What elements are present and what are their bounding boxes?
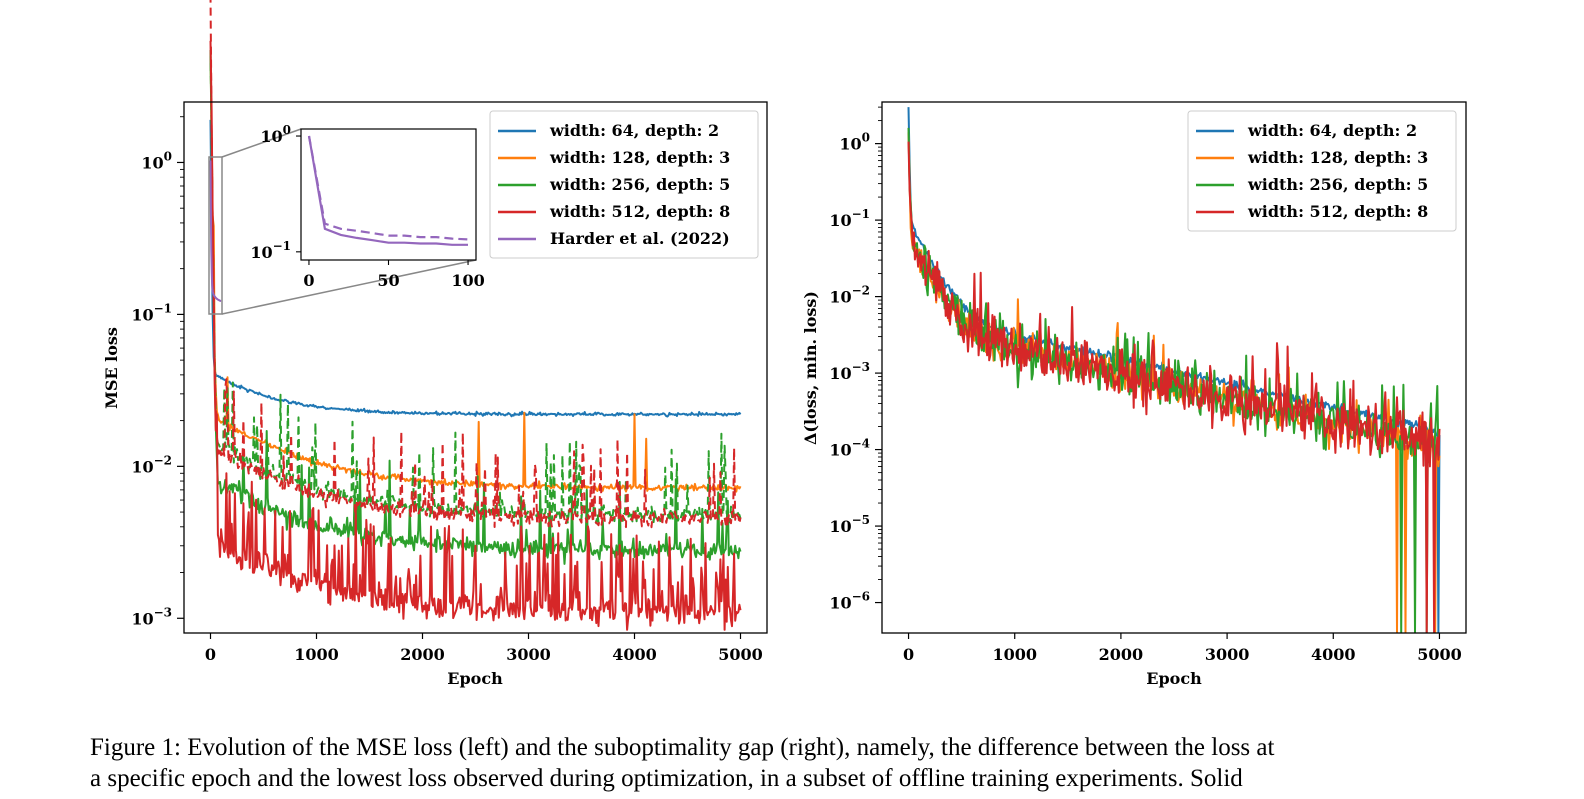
left-axes-frame [183,101,768,634]
right-chart: 0 1000 2000 3000 4000 5000 100 10−1 10−2 10−3 10−… [801,101,1467,688]
y-tick-label: 10−1 [131,301,172,324]
inset-y-tick-label: 10−1 [250,239,291,262]
zoom-connector-top [221,128,302,158]
y-tick-label: 10−4 [829,437,870,460]
x-tick-label: 4000 [612,645,657,664]
right-legend: width: 64, depth: 2 width: 128, depth: 3 w… [1187,110,1457,232]
series-line-green [907,127,1440,634]
y-tick-label: 10−2 [131,453,172,476]
inset-x-ticks: 0 50 100 [303,260,485,290]
series-line-blue [209,119,742,418]
legend-entry: width: 64, depth: 2 [549,121,719,140]
inset-x-tick-label: 100 [451,271,484,290]
x-tick-label: 3000 [1205,645,1250,664]
figure-caption: Figure 1: Evolution of the MSE loss (lef… [90,732,1490,794]
caption-line-2: a specific epoch and the lowest loss obs… [90,765,1243,792]
right-axes-frame [881,101,1467,634]
inset-frame [300,128,477,261]
left-x-ticks: 0 1000 2000 3000 4000 5000 [205,633,763,664]
inset-line-solid [307,135,468,246]
caption-line-1: Figure 1: Evolution of the MSE loss (lef… [90,734,1275,761]
inset-chart: 0 50 100 100 10−1 [250,123,484,290]
left-legend: width: 64, depth: 2 width: 128, depth: 3 w… [489,110,759,259]
right-series-layer [907,107,1441,634]
x-tick-label: 0 [903,645,914,664]
y-tick-label: 10−3 [131,605,172,628]
zoom-region-box [208,156,223,315]
legend-entry: width: 128, depth: 3 [549,148,730,167]
series-line-harder [209,160,222,302]
right-x-axis-label: Epoch [1146,669,1202,688]
y-tick-label: 10−2 [829,284,870,307]
left-x-axis-label: Epoch [447,669,503,688]
legend-entry: width: 64, depth: 2 [1247,121,1417,140]
x-tick-label: 5000 [1417,645,1462,664]
series-line-red-dashed [209,0,742,529]
y-tick-label: 10−6 [829,590,870,613]
right-x-ticks: 0 1000 2000 3000 4000 5000 [903,633,1462,664]
left-y-axis-label: MSE loss [102,327,121,409]
x-tick-label: 2000 [400,645,445,664]
inset-x-tick-label: 0 [303,271,314,290]
legend-entry: width: 256, depth: 5 [1247,175,1428,194]
right-y-ticks: 100 10−1 10−2 10−3 10−4 10−5 10−6 [829,106,882,613]
left-series-layer [209,0,742,631]
series-line-red [209,40,742,631]
x-tick-label: 1000 [992,645,1037,664]
legend-entry: Harder et al. (2022) [550,229,730,248]
x-tick-label: 5000 [718,645,763,664]
x-tick-label: 4000 [1311,645,1356,664]
zoom-connector-bottom [221,259,477,315]
legend-frame [1187,110,1457,232]
y-tick-label: 100 [839,131,870,154]
y-tick-label: 10−1 [829,207,870,230]
x-tick-label: 0 [205,645,216,664]
legend-entry: width: 512, depth: 8 [1247,202,1428,221]
right-y-axis-label: Δ(loss, min. loss) [801,291,820,445]
series-line-red [907,141,1441,634]
legend-frame [489,110,759,259]
left-y-ticks: 100 10−1 10−2 10−3 [131,116,184,628]
inset-line-dashed [307,135,469,241]
series-line-green-dashed [209,49,742,525]
y-tick-label: 10−5 [829,513,870,536]
y-tick-label: 10−3 [829,360,870,383]
inset-series-layer [307,135,469,246]
x-tick-label: 2000 [1099,645,1144,664]
inset-y-tick-label: 100 [260,123,291,146]
y-tick-label: 100 [141,149,172,172]
x-tick-label: 3000 [506,645,551,664]
inset-x-tick-label: 50 [377,271,399,290]
legend-entry: width: 512, depth: 8 [549,202,730,221]
x-tick-label: 1000 [294,645,339,664]
legend-entry: width: 128, depth: 3 [1247,148,1428,167]
legend-entry: width: 256, depth: 5 [549,175,730,194]
